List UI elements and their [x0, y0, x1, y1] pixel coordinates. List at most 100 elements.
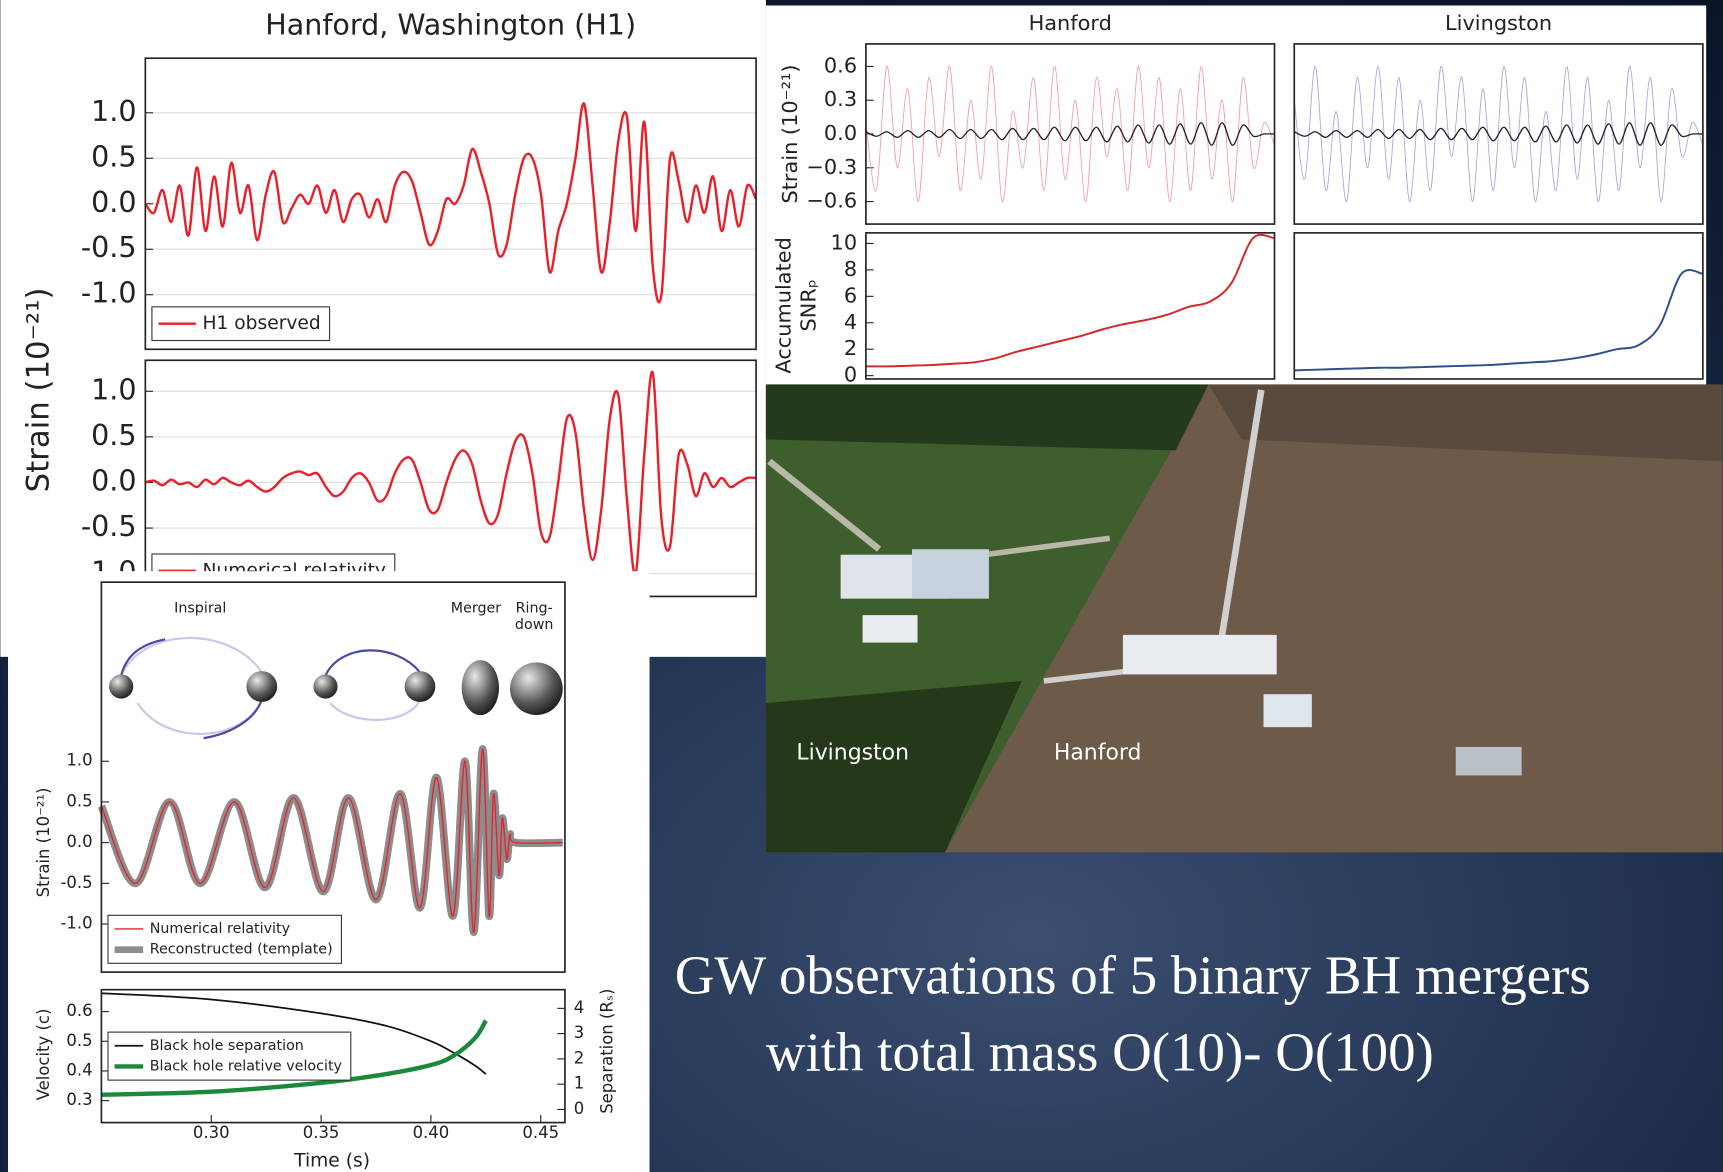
black-hole: [246, 671, 278, 702]
y-axis-label: Strain (10⁻²¹): [34, 788, 53, 898]
plot-frame: [100, 988, 566, 1124]
y-tick-label: 0.6: [66, 1001, 92, 1020]
data-line: [1293, 122, 1703, 146]
chart-title: Hanford: [1029, 11, 1112, 35]
x-tick-label: 0.35: [303, 1123, 340, 1142]
y-tick-label: 4: [844, 310, 857, 334]
legend-label: Black hole separation: [150, 1038, 304, 1054]
site-label: Hanford: [1054, 741, 1142, 766]
y-tick-label: 0.0: [824, 121, 857, 145]
y-axis-label: SNRₚ: [797, 279, 821, 331]
data-line: [145, 370, 757, 576]
plot-frame: [144, 57, 757, 351]
y-tick-label: 0.5: [66, 791, 92, 810]
legend-label: Numerical relativity: [150, 921, 291, 937]
livingston-arm: [767, 458, 882, 552]
y-tick-label: 0.6: [824, 53, 857, 77]
site-label: Livingston: [796, 741, 909, 766]
building: [912, 549, 989, 599]
chart-title: Hanford, Washington (H1): [265, 7, 636, 41]
orbit: [329, 699, 421, 721]
slide-caption: GW observations of 5 binary BH mergers: [675, 944, 1591, 1005]
x-tick-label: 0.40: [413, 1123, 450, 1142]
legend-label: Black hole relative velocity: [150, 1058, 343, 1074]
figure-card: [765, 5, 1707, 385]
final-black-hole: [510, 662, 563, 716]
y2-tick-label: 2: [574, 1048, 584, 1067]
y2-tick-label: 1: [574, 1074, 584, 1093]
plot-frame: [1293, 232, 1704, 380]
black-hole: [109, 674, 134, 699]
y-tick-label: −0.3: [806, 155, 857, 179]
y-tick-label: 10: [831, 230, 858, 254]
plot-frame: [100, 581, 566, 973]
plot-frame: [865, 232, 1276, 380]
aerial-photo: [765, 384, 1723, 853]
orbit: [120, 637, 263, 676]
y-tick-label: -1.0: [81, 276, 137, 310]
y-tick-label: 0.0: [91, 185, 136, 219]
phase-label: Merger: [451, 601, 502, 617]
building: [1455, 746, 1522, 776]
y-tick-label: -1.0: [60, 914, 92, 933]
y-tick-label: -0.5: [81, 509, 137, 543]
plot-frame: [1293, 43, 1704, 225]
livingston-forest: [765, 681, 1022, 853]
building: [862, 615, 918, 643]
legend-label: Reconstructed (template): [150, 942, 333, 958]
y-tick-label: 1.0: [91, 94, 136, 128]
y-tick-label: 1.0: [66, 751, 92, 770]
y-tick-label: 2: [844, 336, 857, 360]
x-axis-label: Time (s): [293, 1151, 370, 1172]
y-tick-label: 0.0: [91, 463, 136, 497]
plot-frame: [865, 43, 1276, 225]
y-tick-label: 0.5: [66, 1031, 92, 1050]
data-line: [101, 992, 487, 1075]
y-tick-label: 0.5: [91, 139, 136, 173]
y-tick-label: 1.0: [91, 372, 136, 406]
captions: Livingston Hanford GW observations of 5 …: [675, 741, 1591, 1083]
x-tick-label: 0.45: [522, 1123, 559, 1142]
y-tick-label: 8: [844, 257, 857, 281]
hanford-horizon: [1208, 384, 1723, 462]
data-line: [100, 748, 563, 933]
merging-black-hole: [461, 660, 500, 716]
y-tick-label: 0.4: [66, 1060, 92, 1079]
y-tick-label: −0.6: [806, 189, 857, 213]
y-tick-label: -0.5: [81, 230, 137, 264]
phase-label: Inspiral: [174, 601, 226, 617]
merger-figure: Inspiral Merger Ring- down Strain (10⁻²¹…: [8, 571, 650, 1172]
y2-tick-label: 3: [574, 1023, 584, 1042]
y-tick-label: 0.3: [66, 1090, 92, 1109]
data-line: [865, 122, 1275, 146]
data-line: [1293, 65, 1704, 203]
data-line: [865, 233, 1275, 368]
data-line: [144, 102, 758, 304]
y2-tick-label: 0: [574, 1099, 584, 1118]
y-tick-label: 0.3: [824, 87, 857, 111]
orbit: [324, 649, 421, 676]
black-hole: [404, 671, 436, 702]
legend-label: H1 observed: [202, 313, 320, 334]
legend: [107, 914, 343, 964]
chart-title: Livingston: [1445, 11, 1552, 35]
phase-label: down: [515, 617, 554, 633]
orbit: [120, 638, 166, 676]
building: [1122, 634, 1277, 675]
building: [1263, 694, 1312, 728]
phase-label: Ring-: [516, 601, 553, 617]
y-tick-label: 6: [844, 283, 857, 307]
y-tick-label: 0.0: [66, 832, 92, 851]
data-line: [101, 1019, 488, 1097]
y-tick-label: -0.5: [60, 873, 92, 892]
y-axis-label: Accumulated: [772, 237, 796, 373]
y-axis-label: Strain (10⁻²¹): [778, 65, 802, 204]
x-tick-label: 0.30: [193, 1123, 230, 1142]
y-axis-label: Strain (10⁻²¹): [20, 287, 56, 492]
hanford-arm: [1218, 389, 1265, 638]
legend: [107, 1031, 352, 1081]
livingston-forest: [765, 384, 1209, 451]
y-tick-label: 0: [844, 363, 857, 387]
y2-tick-label: 4: [574, 998, 584, 1017]
